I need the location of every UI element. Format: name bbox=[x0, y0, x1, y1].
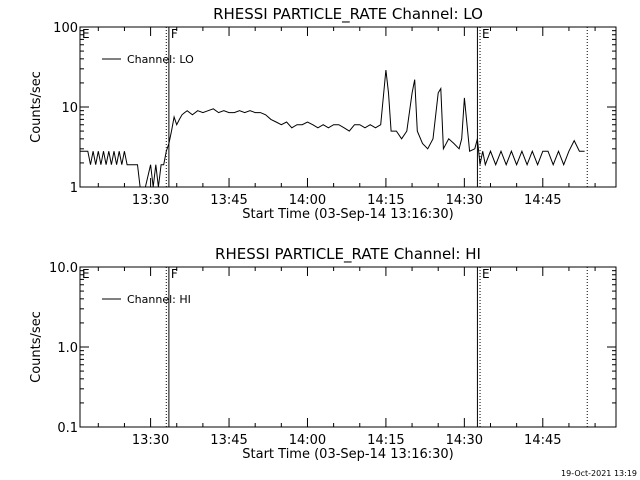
panel-2-ylabel: Counts/sec bbox=[29, 311, 44, 383]
panel-2-xtick-label-5: 14:45 bbox=[524, 433, 561, 448]
panel-2-xtick-label-1: 13:45 bbox=[210, 433, 247, 448]
panel-1-ytick-label-1: 10 bbox=[61, 101, 78, 116]
panel-1-annotation-1: F bbox=[171, 27, 178, 41]
panel-2-annotation-0: E bbox=[82, 267, 90, 281]
panel-2-xlabel: Start Time (03-Sep-14 13:16:30) bbox=[242, 447, 453, 462]
panel-2-xtick-label-2: 14:00 bbox=[289, 433, 326, 448]
panel-1-xtick-label-4: 14:30 bbox=[446, 193, 483, 208]
panel-2-ytick-label-2: 10.0 bbox=[49, 261, 78, 276]
panel-1-xtick-label-2: 14:00 bbox=[289, 193, 326, 208]
panel-1-ytick-label-2: 100 bbox=[53, 21, 78, 36]
panel-1-xtick-label-5: 14:45 bbox=[524, 193, 561, 208]
panel-2-ytick-label-1: 1.0 bbox=[57, 341, 78, 356]
panel-1-xtick-label-0: 13:30 bbox=[132, 193, 169, 208]
panel-2-ytick-label-0: 0.1 bbox=[57, 421, 78, 436]
panel-2-legend-label-0: Channel: HI bbox=[127, 293, 191, 306]
panel-1-ylabel: Counts/sec bbox=[29, 71, 44, 143]
panel-2-axes-frame bbox=[79, 266, 617, 428]
panel-1-legend-label-0: Channel: LO bbox=[127, 53, 194, 66]
panel-2-xtick-label-0: 13:30 bbox=[132, 433, 169, 448]
panel-1-series-line-0 bbox=[80, 69, 585, 188]
panel-1-axes-frame bbox=[79, 26, 617, 188]
panel-2-annotation-2: E bbox=[482, 267, 490, 281]
panel-2-xtick-label-3: 14:15 bbox=[367, 433, 404, 448]
panel-2-xtick-label-4: 14:30 bbox=[446, 433, 483, 448]
panel-1-xtick-label-3: 14:15 bbox=[367, 193, 404, 208]
panel-1-annotation-0: E bbox=[82, 27, 90, 41]
panel-2-annotation-1: F bbox=[171, 267, 178, 281]
panel-2-title: RHESSI PARTICLE_RATE Channel: HI bbox=[215, 245, 481, 264]
panel-1-ytick-label-0: 1 bbox=[70, 181, 78, 196]
panel-1-xtick-label-1: 13:45 bbox=[210, 193, 247, 208]
panel-1-annotation-2: E bbox=[482, 27, 490, 41]
panel-1-xlabel: Start Time (03-Sep-14 13:16:30) bbox=[242, 207, 453, 222]
date-stamp: 19-Oct-2021 13:19 bbox=[561, 469, 637, 478]
panel-1-title: RHESSI PARTICLE_RATE Channel: LO bbox=[213, 5, 483, 24]
